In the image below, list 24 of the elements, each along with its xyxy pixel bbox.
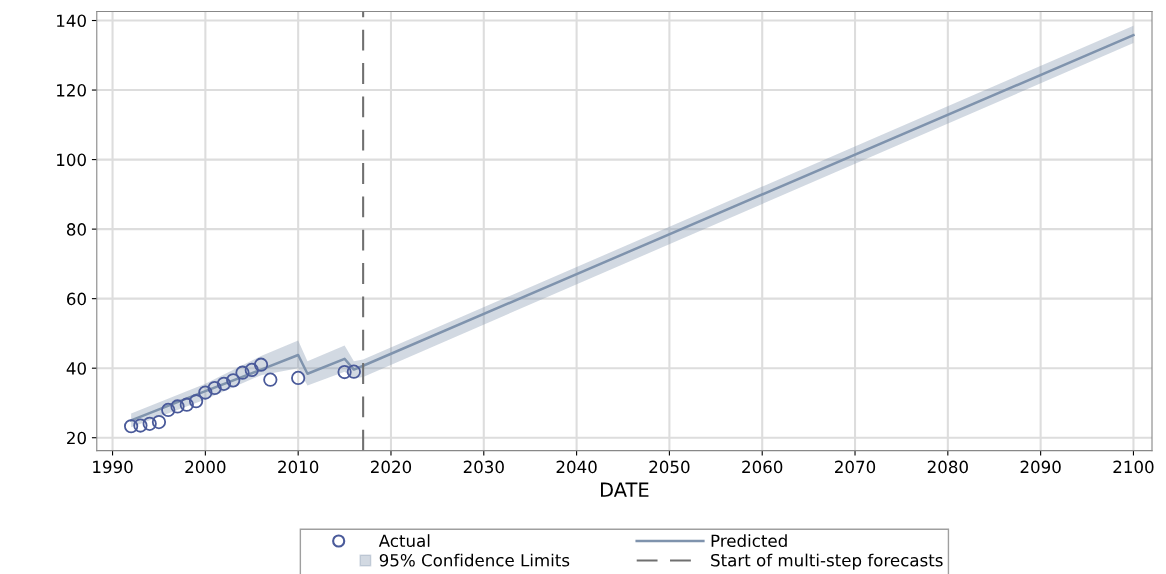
y-tick-label: 80 — [66, 223, 86, 236]
x-tick-label: 2070 — [835, 460, 876, 474]
legend-label: Actual — [378, 534, 430, 548]
x-tick-label: 2030 — [463, 460, 504, 474]
x-tick-label: 2050 — [649, 460, 690, 474]
legend-label: Predicted — [711, 534, 787, 548]
x-tick-label: 2060 — [742, 460, 783, 474]
x-tick-label: 2080 — [927, 460, 968, 474]
y-tick-label: 60 — [67, 292, 86, 306]
text: 95% Confidence Limits — [379, 553, 570, 567]
x-tick-label: 1990 — [93, 460, 133, 474]
x-axis-title: DATE — [601, 482, 649, 497]
y-tick-label: 40 — [66, 362, 86, 375]
y-tick-label: 120 — [57, 84, 86, 97]
y-tick-label: 100 — [57, 153, 86, 167]
x-tick-label: 2000 — [185, 460, 226, 474]
x-tick-label: 2040 — [556, 460, 597, 474]
y-tick-label: 140 — [57, 14, 86, 28]
x-tick-label: 2100 — [1113, 460, 1154, 474]
legend-label: Start of multi-step forecasts — [711, 553, 943, 570]
x-tick-label: 2020 — [370, 460, 412, 474]
x-tick-label: 2010 — [278, 460, 319, 474]
x-tick-label: 2090 — [1020, 460, 1061, 474]
y-tick-label: 20 — [67, 431, 86, 445]
